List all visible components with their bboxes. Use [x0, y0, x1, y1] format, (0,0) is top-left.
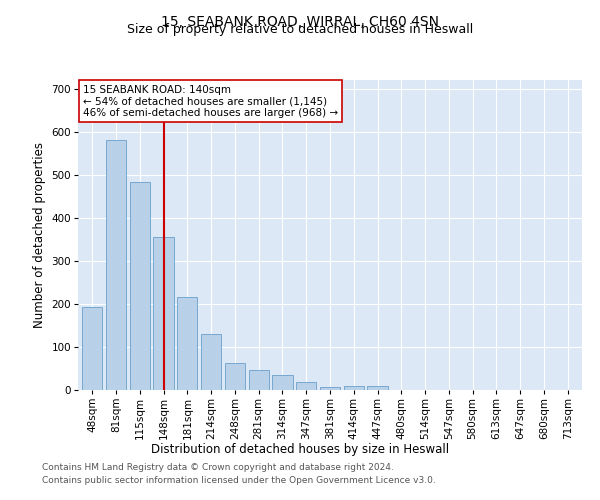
- Text: 15 SEABANK ROAD: 140sqm
← 54% of detached houses are smaller (1,145)
46% of semi: 15 SEABANK ROAD: 140sqm ← 54% of detache…: [83, 84, 338, 118]
- Bar: [82, 308, 103, 390]
- Bar: [248, 370, 269, 390]
- Text: Contains public sector information licensed under the Open Government Licence v3: Contains public sector information licen…: [42, 476, 436, 485]
- Y-axis label: Number of detached properties: Number of detached properties: [33, 142, 46, 328]
- Bar: [130, 182, 150, 390]
- Bar: [367, 386, 388, 390]
- Bar: [344, 386, 364, 390]
- Bar: [201, 334, 221, 390]
- Bar: [177, 298, 197, 390]
- Text: Size of property relative to detached houses in Heswall: Size of property relative to detached ho…: [127, 22, 473, 36]
- Text: Distribution of detached houses by size in Heswall: Distribution of detached houses by size …: [151, 442, 449, 456]
- Bar: [320, 387, 340, 390]
- Text: 15, SEABANK ROAD, WIRRAL, CH60 4SN: 15, SEABANK ROAD, WIRRAL, CH60 4SN: [161, 15, 439, 29]
- Bar: [296, 382, 316, 390]
- Bar: [272, 375, 293, 390]
- Bar: [225, 363, 245, 390]
- Text: Contains HM Land Registry data © Crown copyright and database right 2024.: Contains HM Land Registry data © Crown c…: [42, 464, 394, 472]
- Bar: [154, 237, 173, 390]
- Bar: [106, 140, 126, 390]
